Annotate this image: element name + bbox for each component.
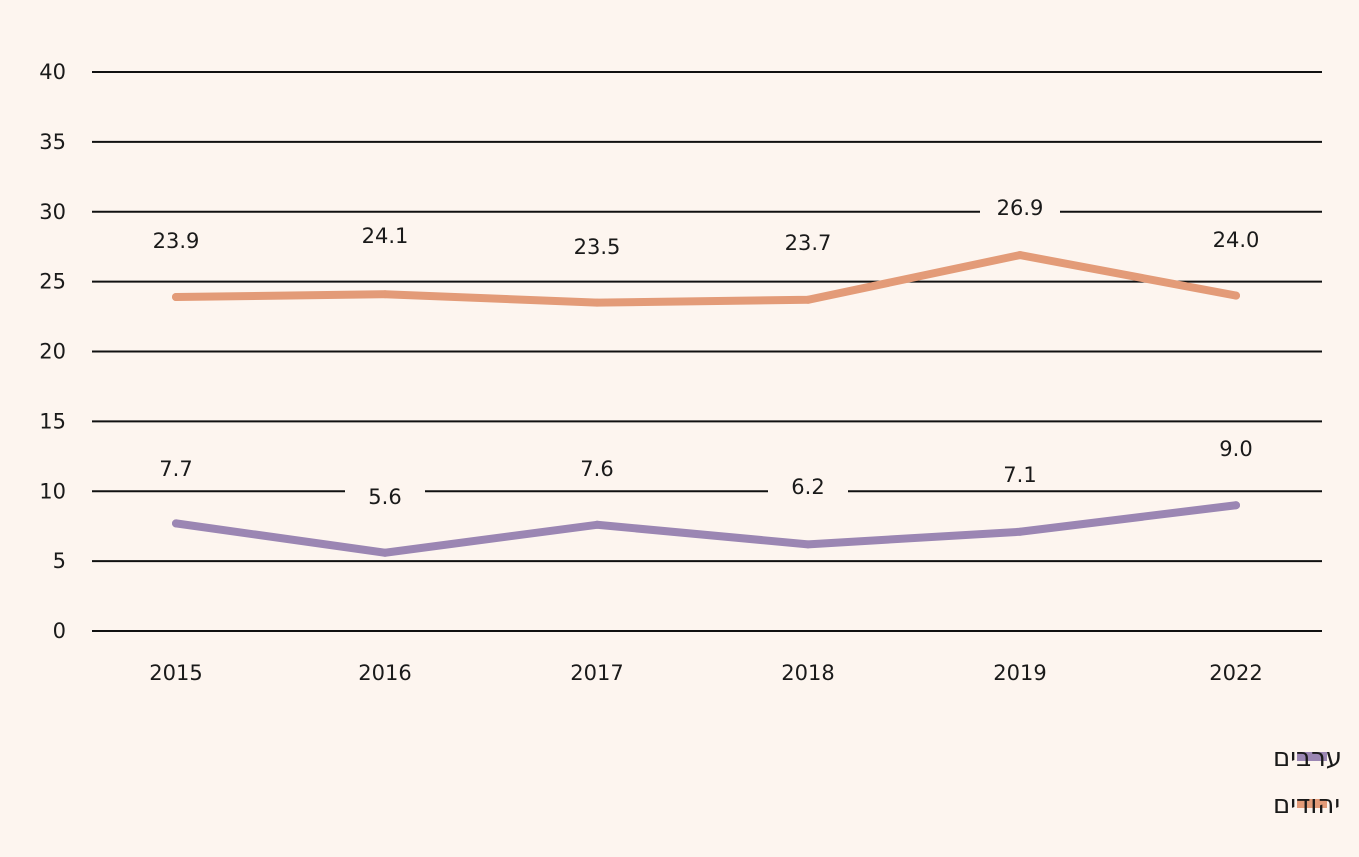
data-label: 7.1 xyxy=(1003,463,1036,487)
y-tick-label: 20 xyxy=(39,340,66,364)
data-point xyxy=(172,292,180,301)
y-tick-label: 15 xyxy=(39,409,66,433)
data-point xyxy=(381,290,389,299)
x-tick-label: 2022 xyxy=(1209,661,1262,685)
data-label-bg xyxy=(768,472,848,502)
y-tick-label: 40 xyxy=(39,60,66,84)
y-tick-label: 10 xyxy=(39,479,66,503)
x-tick-label: 2016 xyxy=(358,661,411,685)
data-point xyxy=(593,298,601,307)
data-point xyxy=(1016,251,1024,260)
data-point xyxy=(172,519,180,528)
y-tick-label: 5 xyxy=(53,549,66,573)
data-label-bg xyxy=(980,460,1060,490)
series-line-jews xyxy=(172,251,1240,307)
y-tick-label: 25 xyxy=(39,270,66,294)
data-label-bg xyxy=(768,228,848,258)
legend-swatch xyxy=(1297,799,1327,808)
data-label-bg xyxy=(557,232,637,262)
data-label: 24.0 xyxy=(1213,228,1260,252)
data-label-bg xyxy=(136,454,216,484)
data-label: 26.9 xyxy=(997,196,1044,220)
data-label-bg xyxy=(1196,225,1276,255)
data-label-bg xyxy=(980,193,1060,223)
data-point xyxy=(804,540,812,549)
data-label: 7.6 xyxy=(580,457,613,481)
data-label-bg xyxy=(1196,434,1276,464)
y-tick-label: 35 xyxy=(39,130,66,154)
data-label: 9.0 xyxy=(1219,437,1252,461)
data-point xyxy=(1232,501,1240,510)
x-tick-label: 2017 xyxy=(570,661,623,685)
x-tick-label: 2018 xyxy=(781,661,834,685)
data-point xyxy=(1232,291,1240,300)
legend-label: יהודים xyxy=(1273,790,1340,820)
legend-swatch xyxy=(1297,752,1327,761)
data-label-bg xyxy=(345,221,425,251)
data-label-bg xyxy=(345,482,425,512)
data-label: 24.1 xyxy=(362,224,409,248)
data-label: 6.2 xyxy=(791,475,824,499)
y-tick-label: 30 xyxy=(39,200,66,224)
data-label: 23.9 xyxy=(153,229,200,253)
data-label: 7.7 xyxy=(159,457,192,481)
series-line-arabs xyxy=(172,501,1240,557)
data-point xyxy=(593,520,601,529)
x-tick-label: 2015 xyxy=(149,661,202,685)
data-label-bg xyxy=(136,226,216,256)
data-label-bg xyxy=(557,454,637,484)
data-label: 23.7 xyxy=(785,231,832,255)
legend-label: ערבים xyxy=(1273,743,1342,773)
x-tick-label: 2019 xyxy=(993,661,1046,685)
data-label: 23.5 xyxy=(574,235,621,259)
data-point xyxy=(381,548,389,557)
y-tick-label: 0 xyxy=(53,619,66,643)
data-label: 5.6 xyxy=(368,485,401,509)
data-point xyxy=(804,295,812,304)
data-point xyxy=(1016,527,1024,536)
